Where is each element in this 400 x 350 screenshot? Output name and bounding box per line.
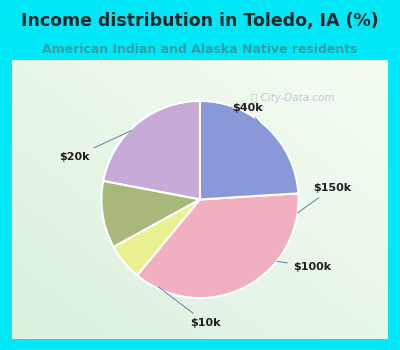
- Wedge shape: [103, 101, 200, 200]
- Text: $150k: $150k: [297, 183, 351, 213]
- Wedge shape: [200, 101, 298, 200]
- Wedge shape: [114, 199, 200, 275]
- Wedge shape: [137, 193, 298, 298]
- Wedge shape: [102, 181, 200, 247]
- Text: ⓘ City-Data.com: ⓘ City-Data.com: [251, 93, 334, 103]
- Text: $100k: $100k: [277, 261, 331, 272]
- Text: $10k: $10k: [158, 287, 221, 328]
- Text: $20k: $20k: [59, 131, 132, 162]
- Text: $40k: $40k: [232, 103, 262, 123]
- Text: American Indian and Alaska Native residents: American Indian and Alaska Native reside…: [42, 43, 358, 56]
- Text: Income distribution in Toledo, IA (%): Income distribution in Toledo, IA (%): [21, 12, 379, 30]
